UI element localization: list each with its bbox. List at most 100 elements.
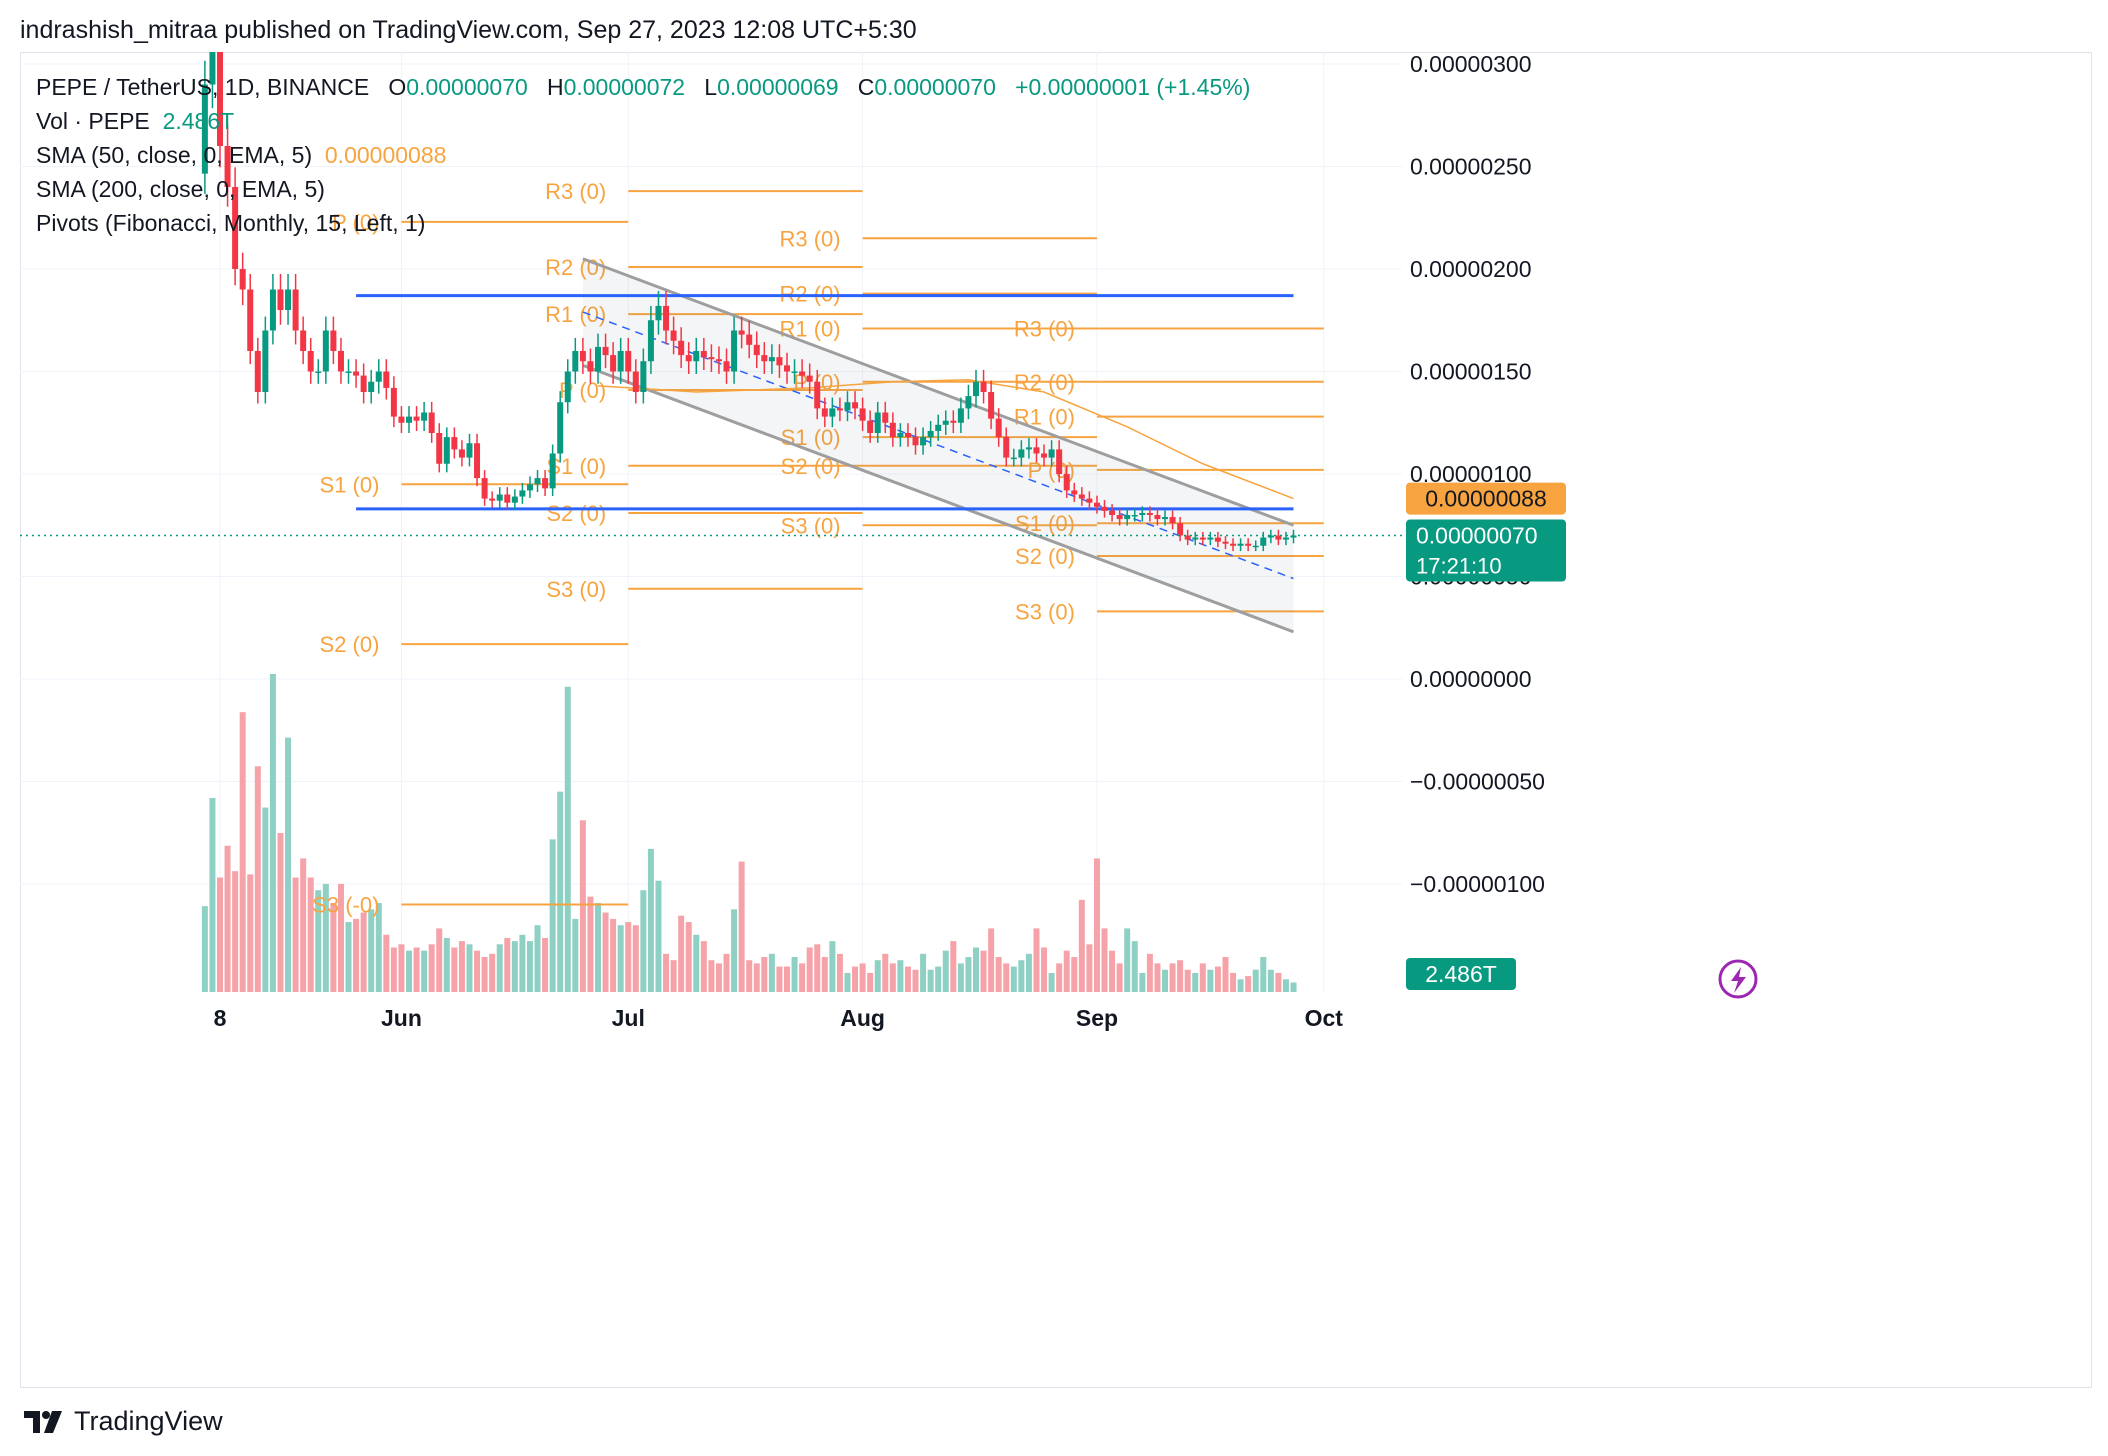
legend-sma50-row[interactable]: SMA (50, close, 0, EMA, 5) 0.00000088	[36, 138, 1250, 172]
volume-bar	[232, 871, 239, 992]
volume-bar	[995, 957, 1002, 992]
candle-body	[889, 422, 896, 438]
candle-body	[360, 375, 367, 392]
volume-bar	[239, 712, 246, 992]
lightning-icon	[1718, 959, 1758, 999]
volume-bar	[973, 947, 979, 992]
high-label: H	[546, 74, 564, 100]
candle-body	[1146, 512, 1153, 515]
volume-bar	[1267, 969, 1274, 992]
candle-body	[511, 496, 518, 503]
volume-bar	[247, 874, 254, 992]
pivot-label: R3 (0)	[779, 226, 840, 251]
y-tick-label: −0.00000050	[1410, 769, 1545, 795]
symbol-label: PEPE / TetherUS, 1D, BINANCE	[36, 74, 370, 100]
candle-body	[829, 408, 836, 417]
candle-body	[1093, 502, 1100, 507]
volume-badge-text: 2.486T	[1425, 961, 1497, 987]
candle-body	[927, 430, 934, 438]
candle-body	[715, 359, 722, 362]
candle-body	[678, 340, 685, 356]
volume-bar	[368, 909, 375, 992]
sma-line	[597, 378, 1294, 500]
volume-bar	[1086, 944, 1093, 992]
volume-bar	[1109, 950, 1116, 992]
candle-body	[1071, 490, 1078, 495]
chart-svg[interactable]: P (0) S1 (0) S2 (0) S3 (-0) R3 (0) R2 (0) R1 (…	[20, 52, 2092, 1388]
candle-body	[451, 437, 458, 450]
open-value: 0.00000070	[406, 74, 528, 100]
sma50-value: 0.00000088	[324, 142, 447, 168]
volume-bar	[889, 963, 896, 992]
volume-bar	[814, 944, 821, 992]
legend-symbol-row[interactable]: PEPE / TetherUS, 1D, BINANCE O0.00000070…	[36, 70, 1250, 104]
candle-body	[466, 443, 473, 458]
volume-bar	[496, 944, 503, 992]
volume-bar	[1101, 928, 1108, 992]
legend-sma200-row[interactable]: SMA (200, close, 0, EMA, 5)	[36, 172, 1250, 206]
volume-bar	[217, 877, 223, 992]
candle-body	[428, 412, 435, 433]
volume-bar	[587, 896, 594, 992]
x-tick-label: Jul	[612, 1005, 645, 1031]
volume-bar	[791, 957, 798, 992]
footer-brand-label: TradingView	[74, 1406, 223, 1436]
x-tick-label: Aug	[840, 1005, 885, 1031]
candle-body	[768, 357, 775, 362]
volume-bar	[1252, 969, 1259, 992]
pivots-label: Pivots (Fibonacci, Monthly, 15, Left, 1)	[36, 210, 426, 236]
candle-body	[912, 437, 919, 446]
volume-bar	[935, 966, 942, 992]
volume-bar	[262, 807, 269, 992]
volume-bar	[534, 925, 541, 992]
time-axis: 8 Jun Jul Aug Sep Oct	[214, 1005, 1344, 1031]
change-value: +0.00000001 (+1.45%)	[1015, 74, 1251, 100]
candle-body	[300, 330, 307, 351]
volume-bar	[481, 957, 488, 992]
candle-body	[322, 330, 329, 372]
y-tick-label: 0.00000150	[1410, 359, 1532, 385]
volume-bar	[1184, 969, 1191, 992]
candle-body	[337, 351, 344, 372]
candle-body	[776, 357, 783, 366]
legend-volume-row[interactable]: Vol · PEPE 2.486T	[36, 104, 1250, 138]
volume-bar	[519, 934, 526, 992]
candle-body	[390, 387, 397, 417]
volume-bar	[988, 928, 995, 992]
candle-body	[262, 330, 269, 392]
candle-body	[746, 334, 753, 345]
candle-body	[1260, 537, 1267, 546]
pivot-label: R2 (0)	[779, 282, 840, 307]
volume-bar	[617, 925, 624, 992]
volume-bar	[799, 963, 806, 992]
horizontal-lines	[356, 294, 1294, 511]
volume-bar	[821, 957, 828, 992]
close-label: C	[857, 74, 875, 100]
volume-bar	[360, 912, 367, 992]
candle-body	[277, 289, 284, 310]
legend-pivots-row[interactable]: Pivots (Fibonacci, Monthly, 15, Left, 1)	[36, 206, 1250, 240]
candle-body	[217, 52, 223, 146]
volume-bar	[784, 966, 790, 992]
candle-body	[209, 52, 216, 85]
volume-bar	[1010, 966, 1017, 992]
volume-bar	[269, 674, 276, 992]
candle-body	[904, 433, 911, 438]
volume-bar	[345, 922, 352, 992]
volume-bar	[806, 947, 813, 992]
volume-bar	[768, 953, 775, 992]
footer-brand[interactable]: TradingView	[24, 1406, 223, 1437]
candle-body	[489, 498, 496, 501]
candle-body	[458, 449, 465, 458]
y-tick-label: 0.00000250	[1410, 154, 1532, 180]
volume-bar	[957, 963, 964, 992]
volume-bar	[1131, 941, 1138, 992]
published-line: indrashish_mitraa published on TradingVi…	[20, 16, 917, 44]
volume-bar	[882, 953, 889, 992]
volume-bar	[353, 918, 360, 992]
volume-bar	[602, 912, 609, 992]
pivot-label: R2 (0)	[545, 255, 606, 280]
volume-bar	[330, 902, 337, 992]
volume-bar	[1018, 960, 1025, 992]
candle-body	[1041, 453, 1048, 458]
